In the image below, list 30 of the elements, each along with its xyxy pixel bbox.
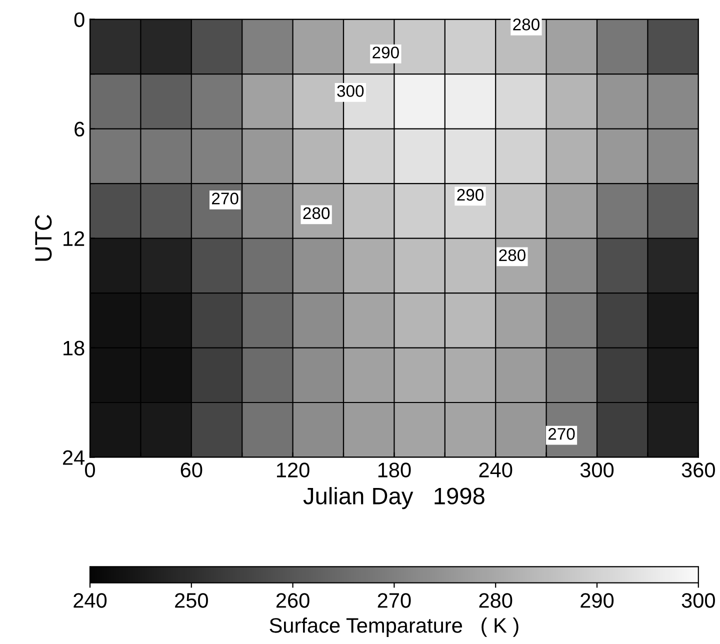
- annotation: 290: [457, 188, 484, 201]
- color-bar-label: 250: [175, 593, 208, 608]
- annotation: 270: [548, 428, 575, 440]
- x-tick-label: 60: [180, 462, 202, 478]
- x-tick-label: 180: [378, 462, 411, 478]
- y-tick-label: 18: [64, 340, 84, 356]
- x-tick-label: 360: [682, 462, 715, 478]
- color-bar-label: 290: [580, 593, 614, 608]
- x-axis-title: Julian Day 1998: [303, 487, 484, 510]
- annotation: 280: [499, 249, 526, 262]
- y-tick-label: 0: [74, 12, 84, 28]
- x-tick-label: 0: [85, 462, 95, 478]
- color-bar-label: 260: [276, 593, 310, 608]
- color-bar-label: 280: [479, 593, 512, 608]
- color-bar-label: 240: [74, 593, 107, 608]
- x-tick-label: 120: [277, 462, 310, 478]
- y-axis-title: UTC: [35, 214, 52, 261]
- annotation: 290: [372, 46, 399, 58]
- annotation: 270: [212, 192, 238, 204]
- color-bar-label: 300: [682, 593, 715, 608]
- y-tick-label: 6: [74, 122, 84, 137]
- y-tick-label: 12: [64, 231, 84, 246]
- annotation: 300: [337, 85, 364, 97]
- x-tick-label: 300: [580, 462, 614, 478]
- color-bar-title: Surface Temparature ( K ): [270, 618, 518, 637]
- color-bar-label: 270: [378, 593, 411, 608]
- annotation: 280: [303, 207, 330, 220]
- y-tick-label: 24: [63, 450, 85, 465]
- x-tick-label: 240: [479, 462, 512, 478]
- annotation: 280: [513, 18, 540, 30]
